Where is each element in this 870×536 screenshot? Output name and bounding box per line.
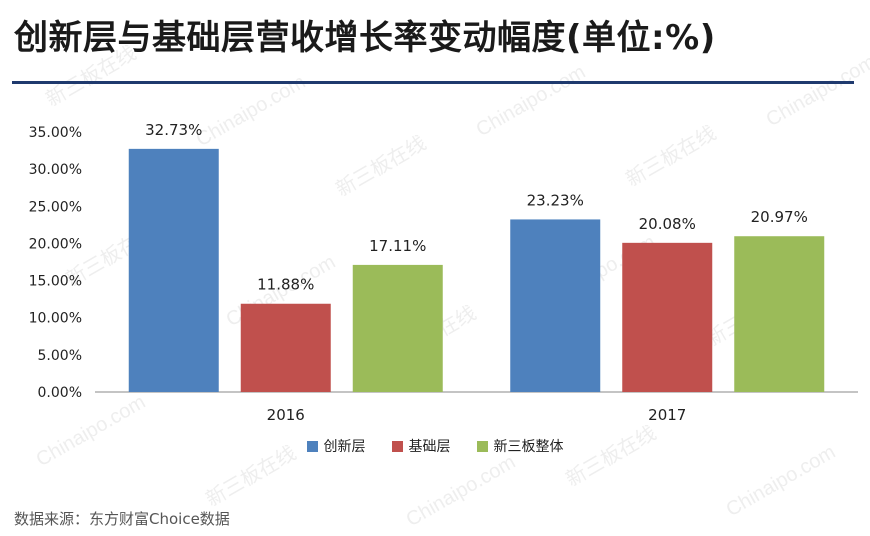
chart-title: 创新层与基础层营收增长率变动幅度(单位:%) [14,18,716,58]
bar [734,236,825,392]
legend-swatch-innovation [306,440,318,452]
y-tick-label: 20.00% [29,236,82,252]
bar [240,303,331,392]
data-label: 11.88% [257,276,314,294]
legend-label-innovation: 创新层 [323,439,366,455]
data-label: 20.97% [751,208,808,226]
bar [128,148,219,392]
bar [352,264,443,392]
title-divider [12,81,854,84]
chart-legend: 创新层 基础层 新三板整体 [0,436,870,456]
data-label: 23.23% [527,191,584,209]
legend-item-innovation: 创新层 [306,436,366,456]
data-source-note: 数据来源：东方财富Choice数据 [14,510,230,528]
legend-item-basic: 基础层 [391,436,451,456]
y-tick-label: 35.00% [29,125,82,141]
legend-label-basic: 基础层 [408,439,451,455]
legend-item-overall: 新三板整体 [476,436,564,456]
legend-swatch-overall [476,440,488,452]
data-label: 20.08% [639,215,696,233]
legend-swatch-basic [391,440,403,452]
y-tick-label: 5.00% [38,348,82,364]
y-tick-label: 25.00% [29,199,82,215]
y-tick-label: 0.00% [38,385,82,401]
bar [510,219,601,392]
data-label: 32.73% [145,121,202,139]
x-tick-label: 2016 [267,406,305,424]
data-label: 17.11% [369,237,426,255]
bar [622,242,713,392]
bar-chart: 0.00% 5.00% 10.00% 15.00% 20.00% 25.00% 30.00%… [29,121,858,424]
y-tick-label: 10.00% [29,311,82,327]
legend-label-overall: 新三板整体 [493,439,564,455]
y-tick-label: 30.00% [29,162,82,178]
x-tick-label: 2017 [648,406,686,424]
y-tick-label: 15.00% [29,274,82,290]
